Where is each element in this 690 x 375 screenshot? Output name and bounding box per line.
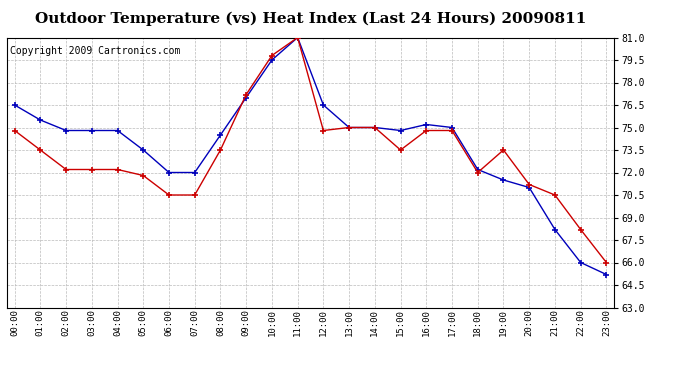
Text: Outdoor Temperature (vs) Heat Index (Last 24 Hours) 20090811: Outdoor Temperature (vs) Heat Index (Las… (34, 11, 586, 26)
Text: Copyright 2009 Cartronics.com: Copyright 2009 Cartronics.com (10, 46, 180, 56)
